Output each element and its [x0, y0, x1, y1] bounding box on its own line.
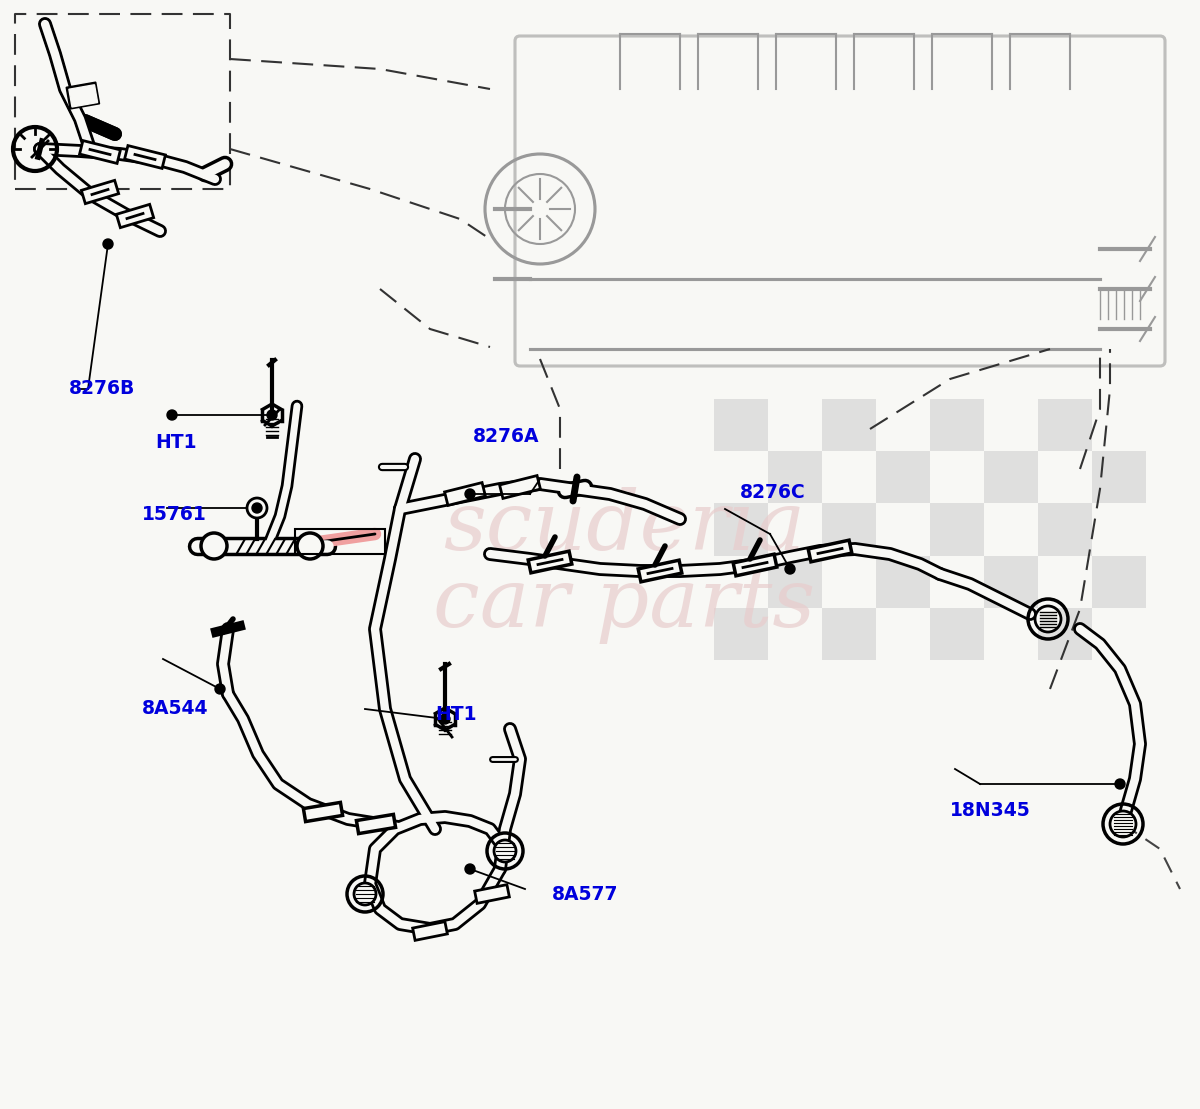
- Bar: [68, 84, 97, 106]
- Text: 8276A: 8276A: [473, 427, 540, 446]
- Bar: [1038, 608, 1092, 660]
- Bar: [876, 451, 930, 503]
- Circle shape: [167, 410, 178, 420]
- Circle shape: [466, 489, 475, 499]
- Bar: [768, 556, 822, 608]
- Text: HT1: HT1: [155, 433, 197, 451]
- Bar: [714, 399, 768, 451]
- Bar: [984, 451, 1038, 503]
- Circle shape: [266, 410, 277, 420]
- Bar: [1092, 556, 1146, 608]
- Circle shape: [440, 714, 450, 724]
- Bar: [822, 399, 876, 451]
- Text: 15761: 15761: [142, 506, 206, 525]
- Bar: [768, 451, 822, 503]
- Bar: [1038, 503, 1092, 556]
- Circle shape: [785, 564, 796, 574]
- Circle shape: [1034, 606, 1061, 632]
- Circle shape: [494, 840, 516, 862]
- Text: HT1: HT1: [436, 705, 476, 724]
- Circle shape: [1110, 811, 1136, 837]
- Text: 8276B: 8276B: [70, 379, 136, 398]
- Circle shape: [1115, 779, 1126, 788]
- Text: car parts: car parts: [433, 564, 815, 644]
- Bar: [876, 556, 930, 608]
- Bar: [66, 82, 100, 109]
- Bar: [714, 608, 768, 660]
- Circle shape: [298, 533, 323, 559]
- Text: scuderia: scuderia: [443, 487, 805, 567]
- Text: 8276C: 8276C: [740, 482, 805, 501]
- Bar: [984, 556, 1038, 608]
- Circle shape: [252, 503, 262, 513]
- Bar: [822, 608, 876, 660]
- Bar: [295, 529, 385, 554]
- Circle shape: [354, 883, 376, 905]
- Circle shape: [466, 864, 475, 874]
- Circle shape: [247, 498, 266, 518]
- Circle shape: [215, 684, 226, 694]
- Bar: [714, 503, 768, 556]
- Bar: [822, 503, 876, 556]
- Bar: [930, 399, 984, 451]
- Text: 18N345: 18N345: [950, 802, 1031, 821]
- Text: 8A544: 8A544: [142, 700, 209, 719]
- Bar: [1038, 399, 1092, 451]
- Circle shape: [202, 533, 227, 559]
- Bar: [930, 608, 984, 660]
- Bar: [930, 503, 984, 556]
- Circle shape: [103, 240, 113, 250]
- Text: 8A577: 8A577: [552, 885, 618, 905]
- Bar: [1092, 451, 1146, 503]
